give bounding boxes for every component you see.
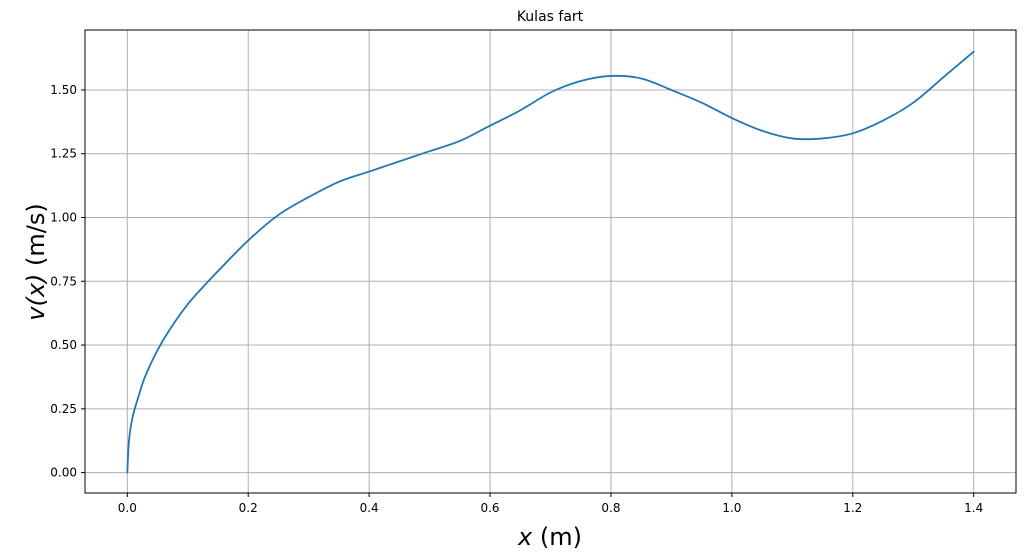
x-tick-label: 0.8 (601, 501, 620, 515)
y-tick-label: 1.00 (50, 210, 77, 224)
x-tick-label: 1.0 (722, 501, 741, 515)
x-axis-label: x (m) (517, 523, 582, 551)
x-axis: 0.0 0.2 0.4 0.6 0.8 1.0 1.2 1.4 (118, 493, 983, 515)
plot-frame (84, 29, 1017, 494)
y-tick-label: 0.75 (50, 274, 77, 288)
y-tick-label: 0.50 (50, 338, 77, 352)
series-layer (126, 50, 975, 474)
chart-title: Kulas fart (517, 9, 584, 25)
series-line (126, 50, 975, 474)
x-tick-label: 0.0 (118, 501, 137, 515)
x-tick-label: 1.2 (843, 501, 862, 515)
y-tick-label: 0.25 (50, 402, 77, 416)
y-tick-label: 1.50 (50, 83, 77, 97)
y-axis: 0.00 0.25 0.50 0.75 1.00 1.25 1.50 (50, 83, 85, 480)
x-tick-label: 0.4 (360, 501, 379, 515)
y-tick-label: 0.00 (50, 466, 77, 480)
x-tick-label: 0.2 (239, 501, 258, 515)
grid (85, 30, 1016, 493)
x-tick-label: 1.4 (964, 501, 983, 515)
y-tick-label: 1.25 (50, 147, 77, 161)
x-tick-label: 0.6 (480, 501, 499, 515)
y-axis-label: v(x) (m/s) (22, 203, 50, 320)
